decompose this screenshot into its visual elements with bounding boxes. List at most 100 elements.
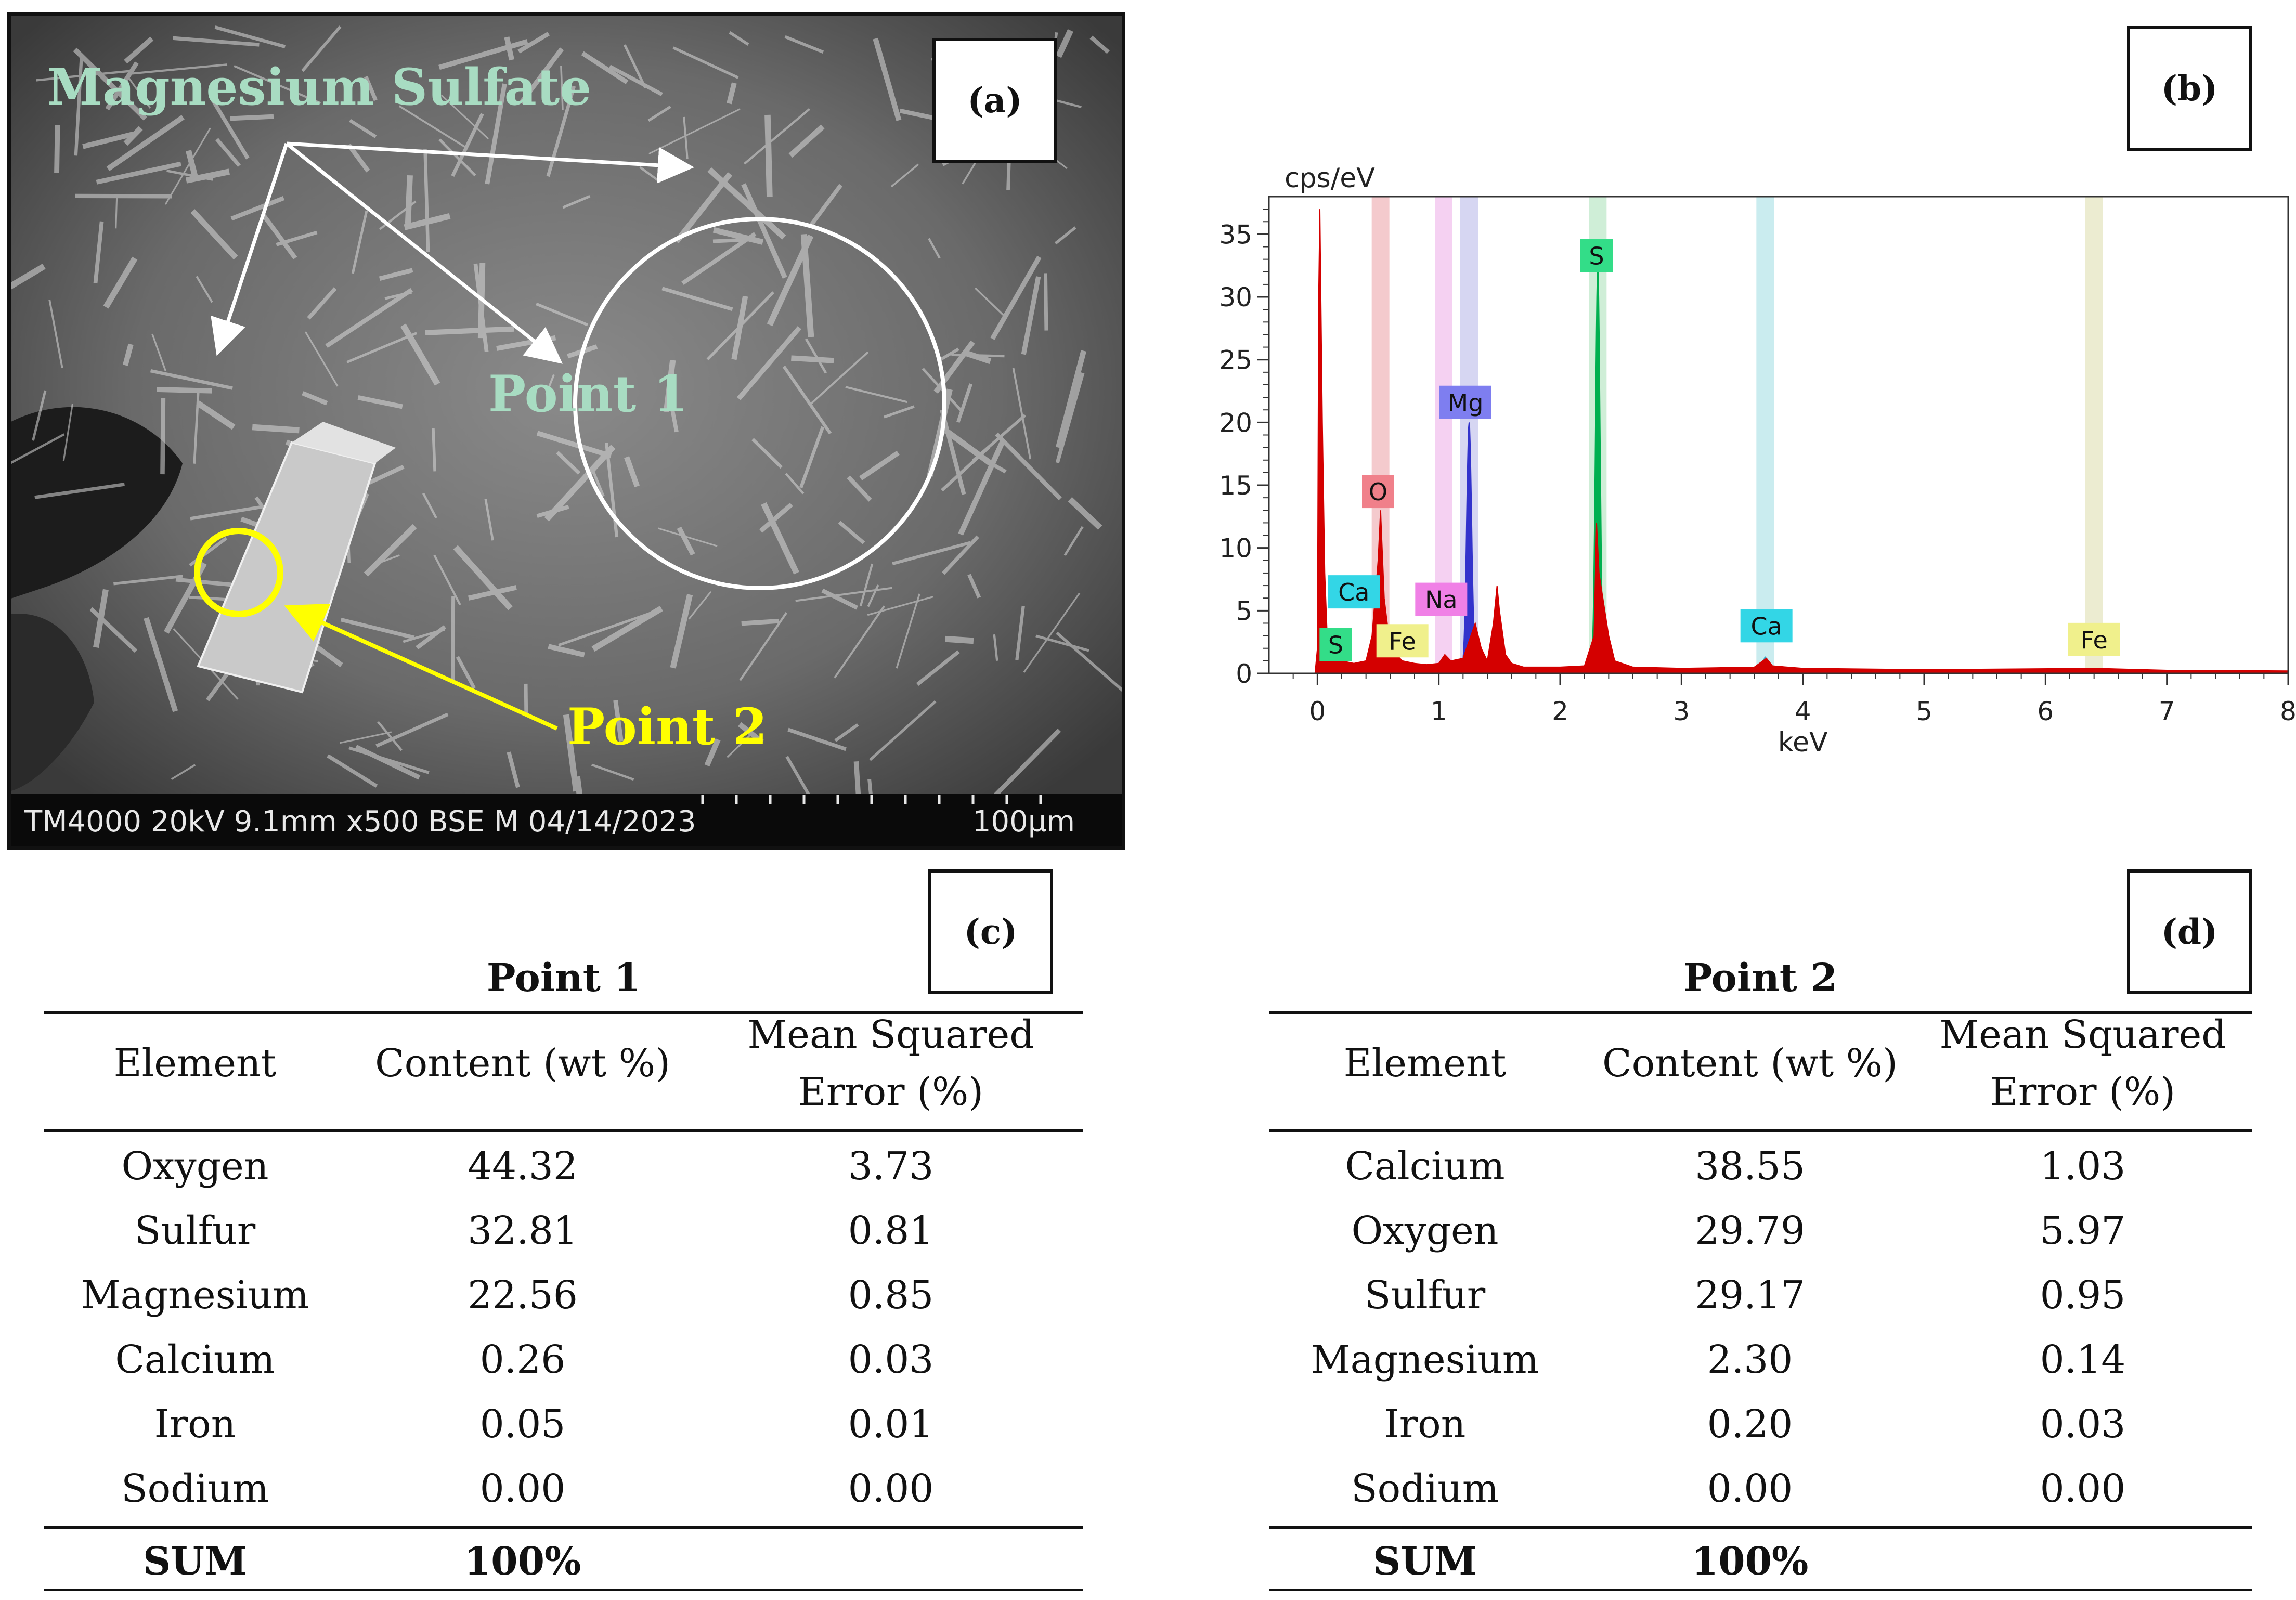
crystal-platelet [438, 39, 528, 70]
y-axis-label: cps/eV [1285, 163, 1375, 194]
crystal-platelet [123, 126, 143, 146]
crystal-platelet [230, 196, 285, 221]
crystal-platelet [736, 326, 802, 400]
crystal-platelet [782, 365, 832, 435]
crystal-platelet [741, 618, 780, 626]
crystal-platelet [562, 195, 591, 209]
x-tick-label: 2 [1552, 696, 1568, 726]
x-tick-label: 4 [1795, 696, 1811, 726]
crystal-platelet [230, 114, 274, 121]
crystal-platelet [128, 63, 228, 75]
element-tag-label: Ca [1751, 612, 1782, 640]
crystal-platelet [252, 424, 300, 434]
crystal-platelet [425, 326, 515, 335]
crystal-platelet [74, 53, 84, 156]
cell-error: 5.97 [2040, 1208, 2126, 1253]
crystal-platelet [556, 451, 581, 475]
crystal-platelet [867, 584, 879, 607]
crystal-platelet [340, 731, 392, 744]
crystal-platelet [451, 113, 484, 177]
crystal-platelet [440, 94, 489, 140]
crystal-platelet [1063, 526, 1084, 556]
crystal-platelet [105, 61, 139, 111]
crystal-platelet [845, 386, 907, 404]
crystal-platelet [340, 617, 415, 640]
cell-element: Magnesium [1311, 1337, 1539, 1382]
crystal-platelet [1021, 276, 1041, 355]
header-element: Element [1343, 1041, 1507, 1086]
crystal-platelet [82, 131, 135, 149]
crystal-platelet [821, 588, 859, 610]
crystal-platelet [672, 46, 739, 79]
crystal-platelet [157, 387, 212, 394]
crystal-platelet [623, 44, 647, 88]
peak-mg [1449, 422, 1489, 674]
cell-content: 29.17 [1695, 1273, 1805, 1318]
crystal-platelet [677, 526, 695, 556]
crystal-platelet [160, 398, 166, 475]
crystal-platelet [993, 634, 998, 661]
crystal-platelet [995, 432, 1062, 501]
crystal-platelet [938, 347, 959, 362]
cell-error: 3.73 [848, 1144, 934, 1189]
crystal-platelet [1012, 368, 1032, 460]
crystal-platelet [433, 554, 461, 606]
crystal-platelet [215, 138, 241, 167]
crystal-platelet [546, 85, 576, 177]
crystal-platelet [89, 607, 138, 653]
crystal-platelet [971, 414, 1027, 462]
cell-content: 0.26 [479, 1337, 566, 1382]
crystal-platelet [124, 36, 154, 64]
x-tick-label: 7 [2159, 696, 2175, 726]
crystal-platelet [1023, 592, 1081, 673]
crystal-platelet [731, 295, 748, 360]
x-tick-label: 3 [1673, 696, 1690, 726]
crystal-platelet [34, 483, 125, 499]
crystal-platelet [661, 287, 733, 311]
crystal-platelet [838, 521, 865, 544]
crystal-platelet [942, 535, 979, 575]
table-sum-rule [44, 1526, 1083, 1529]
crystal-platelet [234, 65, 321, 105]
cell-content: 0.05 [479, 1402, 566, 1447]
cell-content: 22.56 [468, 1273, 578, 1318]
crystal-platelet [729, 31, 749, 46]
scale-bar-label: 100µm [972, 805, 1075, 839]
y-tick-label: 5 [1236, 596, 1252, 626]
crystal-platelet [325, 288, 413, 348]
cell-element: Iron [154, 1402, 236, 1447]
crystal-platelet [11, 263, 46, 290]
crystal-platelet [670, 594, 693, 669]
cell-content: 38.55 [1695, 1144, 1805, 1189]
panel-c-letter: (c) [928, 869, 1053, 994]
arrow-to-crystal-left [211, 142, 289, 356]
crystal-platelet [364, 524, 417, 577]
crystal-platelet [751, 438, 783, 469]
crystal-platelet [884, 405, 915, 419]
crystal-platelet [96, 161, 181, 185]
crystal-platelet [357, 395, 403, 409]
crystal-platelet [990, 255, 1042, 340]
cell-error: 0.03 [848, 1337, 934, 1382]
panel-a-letter: (a) [932, 38, 1057, 163]
element-tag-label: Fe [1389, 627, 1416, 655]
cell-element: Oxygen [1351, 1208, 1499, 1253]
header-mse-line2: Error (%) [798, 1070, 984, 1114]
crystal-platelet [873, 37, 902, 121]
x-tick-label: 5 [1916, 696, 1932, 726]
crystal-platelet [834, 723, 859, 742]
panel-d-letter: (d) [2127, 869, 2252, 994]
cell-element: Sodium [1351, 1466, 1499, 1511]
element-tag-label: Mg [1448, 389, 1484, 417]
point1-circle [573, 217, 946, 590]
element-tag-box [1328, 575, 1380, 609]
crystal-platelet [896, 593, 920, 669]
crystal-platelet [307, 287, 337, 320]
crystal-platelet [73, 47, 147, 121]
element-tag-box [2068, 622, 2120, 656]
x-axis-label: keV [1778, 727, 1828, 758]
crystal-platelet [151, 333, 166, 371]
crystal-platelet [11, 433, 65, 464]
element-tag-box [1362, 475, 1394, 509]
crystal-platelet [558, 610, 655, 647]
